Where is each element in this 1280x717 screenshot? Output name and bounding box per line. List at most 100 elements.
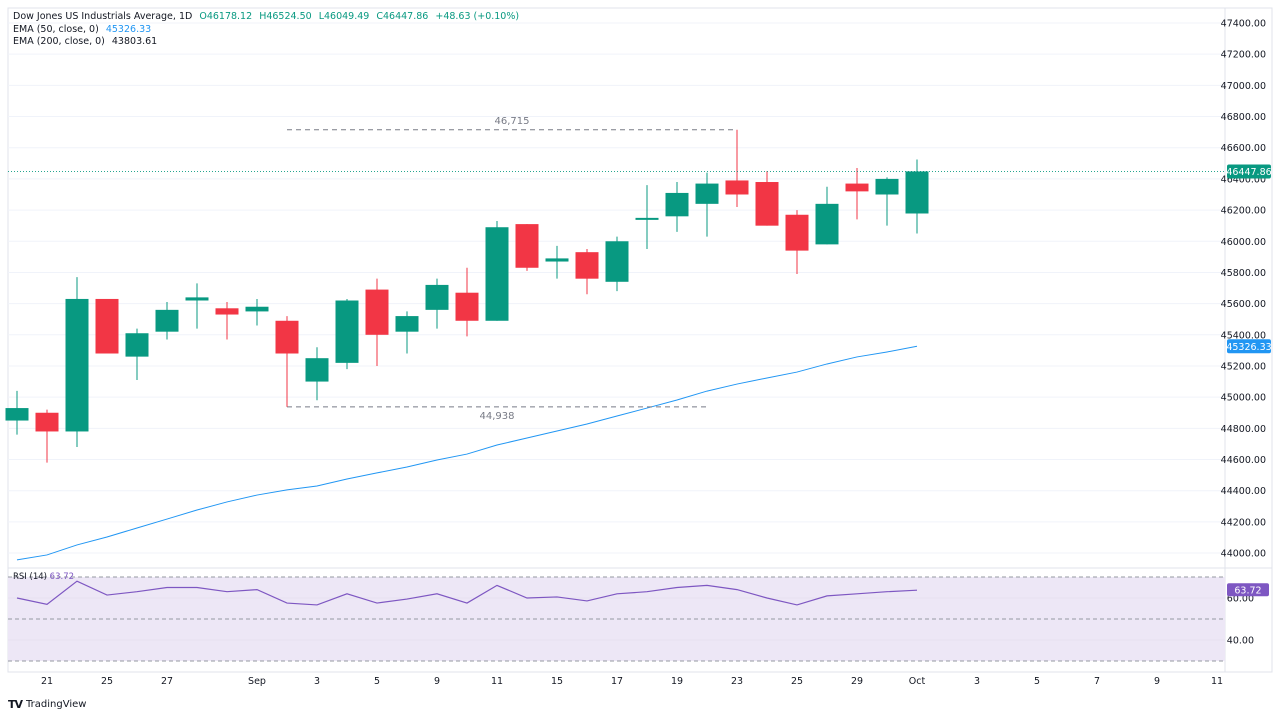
price-tick-label: 45600.00 [1221,299,1266,310]
candle [815,186,839,245]
date-tick-label: Oct [909,676,926,687]
price-tick-label: 45400.00 [1221,330,1266,341]
candle-body [335,300,359,363]
candle-body [455,292,479,321]
price-tick-label: 45000.00 [1221,393,1266,404]
candle [65,277,89,448]
candle [545,245,569,279]
ohlc-high: H46524.50 [259,11,312,22]
price-tick-label: 44400.00 [1221,486,1266,497]
ohlc-change: +48.63 (+0.10%) [435,11,520,22]
price-tick-label: 46400.00 [1221,174,1266,185]
candle [245,298,269,326]
ema50-label: EMA (50, close, 0) [13,23,99,35]
candle-body [395,316,419,332]
candle [635,185,659,250]
date-tick-label: 5 [374,676,380,687]
candle [455,267,479,337]
candle-body [755,182,779,226]
candle-body [695,183,719,204]
candle [785,210,809,274]
tradingview-logo-text: TradingView [26,699,87,710]
candle-body [185,297,209,301]
candle-body [155,309,179,332]
candle-body [305,358,329,382]
ohlc-close: C46447.86 [376,11,429,22]
candle-body [65,298,89,432]
date-tick-label: 11 [1211,676,1223,687]
candle-body [545,258,569,262]
candle [605,236,629,292]
candle-body [635,217,659,220]
candle [395,311,419,354]
date-tick-label: 7 [1094,676,1100,687]
ema50-badge-label: 45326.33 [1226,342,1271,353]
ohlc-low: L46049.49 [318,11,370,22]
price-tick-label: 46800.00 [1221,112,1266,123]
candle-body [35,412,59,432]
ohlc-open: O46178.12 [199,11,253,22]
ema50-value: 45326.33 [105,23,152,35]
date-tick-label: 27 [161,676,173,687]
ema50-badge [1227,339,1271,354]
symbol-title: Dow Jones US Industrials Average, 1D [13,11,193,22]
price-tick-label: 45200.00 [1221,361,1266,372]
candle-body [425,284,449,310]
price-tick-label: 46200.00 [1221,206,1266,217]
date-tick-label: 25 [791,676,803,687]
date-tick-label: 29 [851,676,863,687]
date-tick-label: 25 [101,676,113,687]
date-tick-label: 11 [491,676,503,687]
candle [425,278,449,329]
candle [515,224,539,271]
candle [335,298,359,370]
legend-ema200-row[interactable]: EMA (200, close, 0) 43803.61 [13,36,519,49]
price-tick-label: 44600.00 [1221,455,1266,466]
candle [305,347,329,401]
candle [185,283,209,329]
last-price-label: 46447.86 [1226,167,1271,178]
candle-body [815,203,839,245]
candle-body [95,298,119,354]
tradingview-logo[interactable]: TV TradingView [8,698,86,711]
date-tick-label: 3 [314,676,320,687]
price-tick-label: 46000.00 [1221,237,1266,248]
candle [95,298,119,354]
price-tick-label: 45800.00 [1221,268,1266,279]
candle-body [125,333,149,357]
candle-body [905,171,929,214]
candle [875,177,899,226]
candle [485,220,509,321]
candle [755,171,779,226]
date-tick-label: 9 [434,676,440,687]
chart-frame [7,7,1273,673]
price-tick-label: 47200.00 [1221,50,1266,61]
price-tick-label: 44200.00 [1221,517,1266,528]
candle-body [575,252,599,279]
candle-body [245,306,269,312]
candle [35,409,59,463]
candle [695,172,719,237]
date-tick-label: 15 [551,676,563,687]
date-tick-label: Sep [248,676,266,687]
candle [845,167,869,220]
date-tick-label: 3 [974,676,980,687]
legend-ema50-row[interactable]: EMA (50, close, 0) 45326.33 [13,24,519,37]
rsi-label: RSI (14) 63.72 [13,572,74,582]
candle [905,159,929,234]
candle [125,328,149,381]
candle [155,302,179,340]
candle-body [725,180,749,195]
candle-body [485,227,509,321]
candle-body [875,178,899,195]
ema200-value: 43803.61 [111,36,158,47]
candle [215,302,239,340]
rsi-last-badge [1227,583,1269,597]
candle-body [275,320,299,354]
date-tick-label: 19 [671,676,683,687]
rsi-tick-label: 40.00 [1227,636,1254,647]
ema50-line [16,345,918,561]
rsi-last-label: 63.72 [1234,586,1261,597]
candle [725,129,749,207]
